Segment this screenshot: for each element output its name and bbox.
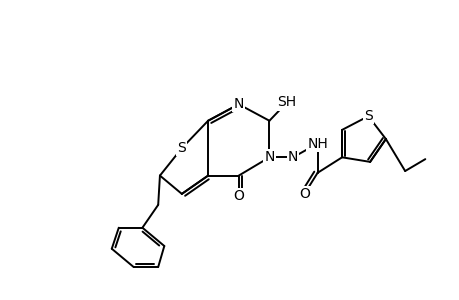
- Text: S: S: [363, 109, 372, 123]
- Text: SH: SH: [277, 95, 296, 110]
- Text: S: S: [177, 141, 186, 155]
- Text: N: N: [263, 150, 274, 164]
- Text: NH: NH: [307, 136, 327, 151]
- Text: N: N: [287, 150, 297, 164]
- Text: N: N: [233, 97, 243, 111]
- Text: O: O: [298, 187, 309, 201]
- Text: O: O: [233, 189, 244, 203]
